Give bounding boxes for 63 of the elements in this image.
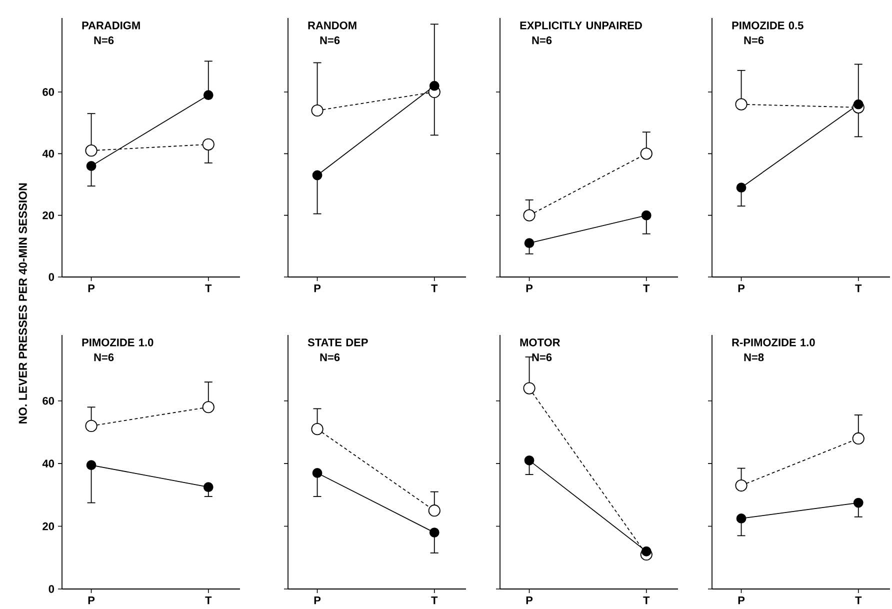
chart-title: STATE DEP xyxy=(308,338,368,346)
point xyxy=(524,455,534,466)
x-tick-label: T xyxy=(643,284,650,292)
x-tick-label: P xyxy=(88,284,95,292)
text: N=6 xyxy=(744,36,764,44)
y-tick-label: 60 xyxy=(42,88,54,96)
point xyxy=(86,161,96,171)
y-tick-label: 20 xyxy=(42,522,54,530)
point xyxy=(203,482,214,492)
x-tick-label: P xyxy=(314,284,321,292)
x-tick-label: P xyxy=(314,596,321,604)
x-tick-label: T xyxy=(855,284,862,292)
point xyxy=(311,104,324,117)
x-tick-label: T xyxy=(431,596,438,604)
text: N=6 xyxy=(532,353,552,362)
point xyxy=(735,479,748,492)
x-tick-label: P xyxy=(526,284,533,292)
x-tick-label: T xyxy=(643,596,650,604)
text: N=6 xyxy=(94,353,114,362)
x-tick-label: T xyxy=(431,284,438,292)
point xyxy=(429,528,440,538)
point xyxy=(429,80,440,91)
y-tick-label: 40 xyxy=(42,150,54,158)
text: N=6 xyxy=(320,353,340,362)
point xyxy=(428,504,440,517)
point xyxy=(203,90,214,100)
point xyxy=(736,513,746,524)
x-tick-label: T xyxy=(205,596,212,604)
x-tick-label: T xyxy=(855,596,862,604)
point xyxy=(202,138,214,150)
text: N=6 xyxy=(94,36,114,44)
point xyxy=(85,144,98,157)
text: N=6 xyxy=(320,36,340,44)
point xyxy=(853,498,864,508)
chart-title: PARADIGM xyxy=(82,22,140,30)
point xyxy=(86,460,96,470)
x-tick-label: P xyxy=(738,596,745,604)
point xyxy=(312,170,322,180)
y-tick-label: 20 xyxy=(42,211,54,220)
y-tick-label: 60 xyxy=(42,396,54,405)
chart-title: RANDOM xyxy=(308,22,356,30)
point xyxy=(312,468,322,478)
chart-title: PIMOZIDE 1.0 xyxy=(82,338,154,346)
x-tick-label: P xyxy=(88,596,95,604)
x-tick-label: T xyxy=(205,284,212,292)
chart-title: EXPLICITLY UNPAIRED xyxy=(520,22,642,30)
chart-title: R-PIMOZIDE 1.0 xyxy=(732,338,815,346)
y-axis-title: NO. LEVER PRESSES PER 40-MIN SESSION xyxy=(18,183,27,424)
text: N=6 xyxy=(532,36,552,44)
point xyxy=(311,423,324,436)
x-tick-label: P xyxy=(526,596,533,604)
chart-title: PIMOZIDE 0.5 xyxy=(732,22,804,30)
point xyxy=(85,420,98,432)
y-tick-label: 40 xyxy=(42,460,54,468)
chart-title: MOTOR xyxy=(520,338,560,346)
y-tick-label: 0 xyxy=(48,273,54,281)
text: N=8 xyxy=(744,353,764,362)
point xyxy=(641,546,652,556)
point xyxy=(202,401,214,414)
x-tick-label: P xyxy=(738,284,745,292)
point xyxy=(852,432,864,445)
point xyxy=(523,382,536,394)
y-tick-label: 0 xyxy=(48,585,54,593)
